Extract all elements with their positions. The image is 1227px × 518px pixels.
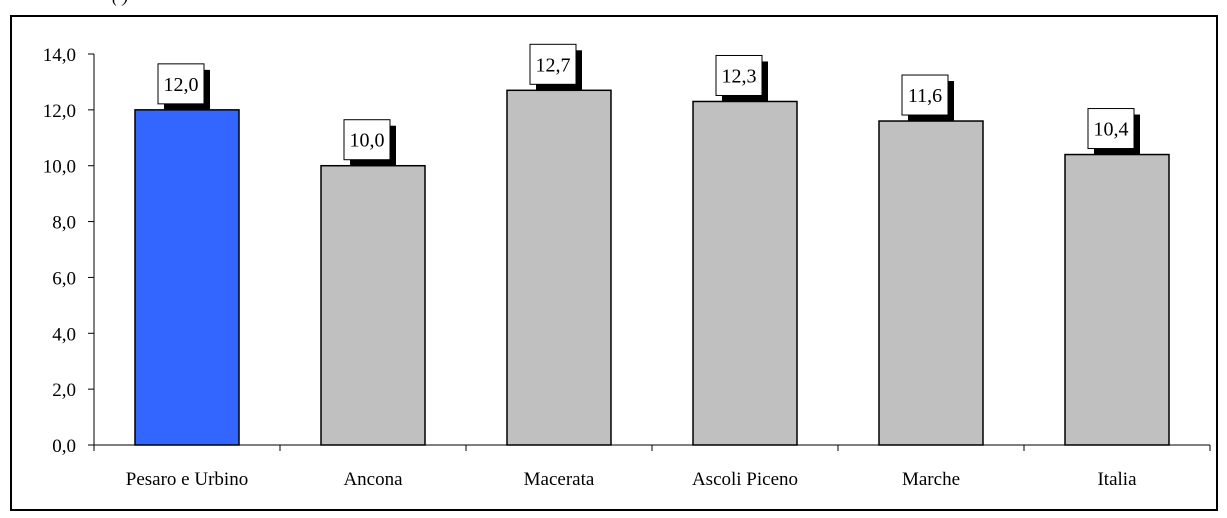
data-label-box bbox=[529, 43, 577, 85]
bar bbox=[1064, 153, 1170, 446]
data-label: 12,0 bbox=[164, 74, 199, 96]
x-category-label: Macerata bbox=[524, 469, 595, 490]
bar bbox=[134, 109, 240, 446]
y-tick-label: 14,0 bbox=[43, 45, 76, 66]
y-tick-label: 4,0 bbox=[52, 324, 76, 345]
data-label: 11,6 bbox=[908, 85, 942, 107]
y-tick-label: 10,0 bbox=[43, 157, 76, 178]
y-tick-label: 0,0 bbox=[52, 436, 76, 457]
x-axis-categories: Pesaro e Urbino Ancona Macerata Ascoli Pice… bbox=[126, 469, 1137, 490]
data-label-box bbox=[343, 119, 391, 161]
data-label: 10,4 bbox=[1094, 119, 1129, 141]
chart-caption-fragment: ( ) bbox=[112, 0, 129, 7]
data-label: 12,7 bbox=[536, 54, 571, 76]
bar bbox=[692, 100, 798, 446]
x-category-label: Italia bbox=[1097, 469, 1137, 490]
chart-axes bbox=[93, 54, 1211, 451]
y-tick-label: 8,0 bbox=[52, 213, 76, 234]
data-label-box bbox=[715, 54, 763, 96]
bar bbox=[320, 164, 426, 446]
data-label-box bbox=[901, 74, 949, 116]
y-tick-label: 2,0 bbox=[52, 380, 76, 401]
bar-series bbox=[134, 89, 1170, 446]
y-tick-label: 12,0 bbox=[43, 101, 76, 122]
bar bbox=[878, 120, 984, 446]
data-label: 12,3 bbox=[722, 65, 757, 87]
y-axis-ticks: 0,0 2,0 4,0 6,0 8,0 10,0 12,0 14,0 bbox=[43, 45, 94, 457]
data-label: 10,0 bbox=[350, 130, 385, 152]
data-label-box bbox=[157, 63, 205, 105]
x-category-label: Ascoli Piceno bbox=[692, 469, 798, 490]
x-category-label: Pesaro e Urbino bbox=[126, 469, 248, 490]
data-labels: 12,0 10,0 12,7 12,3 11,6 10,4 bbox=[157, 43, 1140, 166]
bar bbox=[506, 89, 612, 446]
chart-frame bbox=[10, 15, 1218, 511]
x-category-label: Ancona bbox=[343, 469, 403, 490]
y-tick-label: 6,0 bbox=[52, 268, 76, 289]
data-label-box bbox=[1087, 108, 1135, 150]
x-category-label: Marche bbox=[902, 469, 960, 490]
